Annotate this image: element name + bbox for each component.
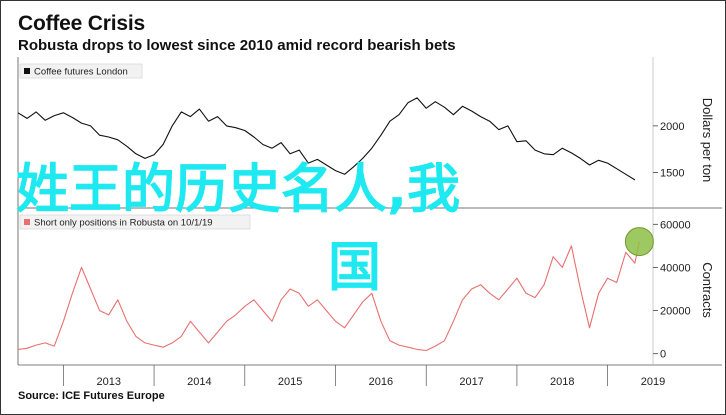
legend-bottom-label: Short only positions in Robusta on 10/1/… xyxy=(34,218,213,229)
y-tick-label-bottom: 20000 xyxy=(660,306,691,318)
chart-subtitle: Robusta drops to lowest since 2010 amid … xyxy=(18,37,456,54)
y-tick-label-top: 2000 xyxy=(660,121,684,133)
watermark-line-1: 姓王的历史名人,我 xyxy=(16,159,460,220)
x-tick-label: 2018 xyxy=(550,376,574,388)
legend-top-label: Coffee futures London xyxy=(34,67,128,78)
y-axis-label-bottom: Contracts xyxy=(700,262,715,318)
x-tick-label: 2015 xyxy=(278,376,302,388)
highlight-marker xyxy=(624,227,654,257)
legend-top-box xyxy=(19,63,143,79)
y-tick-label-bottom: 40000 xyxy=(660,262,691,274)
x-tick-label: 2019 xyxy=(641,376,665,388)
watermark-line-2: 国 xyxy=(328,237,381,298)
y-tick-label-top: 1500 xyxy=(660,167,684,179)
x-tick-label: 2014 xyxy=(187,376,211,388)
x-tick-label: 2016 xyxy=(369,376,393,388)
series-line-coffee-futures xyxy=(17,97,636,181)
chart-title: Coffee Crisis xyxy=(18,12,145,35)
legend-bottom-box xyxy=(19,214,251,230)
source-note: Source: ICE Futures Europe xyxy=(18,390,165,402)
y-tick-label-bottom: 60000 xyxy=(660,219,691,231)
x-tick-label: 2017 xyxy=(459,376,483,388)
legend-bottom-swatch xyxy=(24,219,30,225)
series-line-short-positions xyxy=(17,241,640,352)
y-tick-label-bottom: 0 xyxy=(660,349,666,361)
x-tick-label: 2013 xyxy=(96,376,120,388)
legend-top-swatch xyxy=(24,68,30,74)
y-axis-label-top: Dollars per ton xyxy=(700,98,715,183)
